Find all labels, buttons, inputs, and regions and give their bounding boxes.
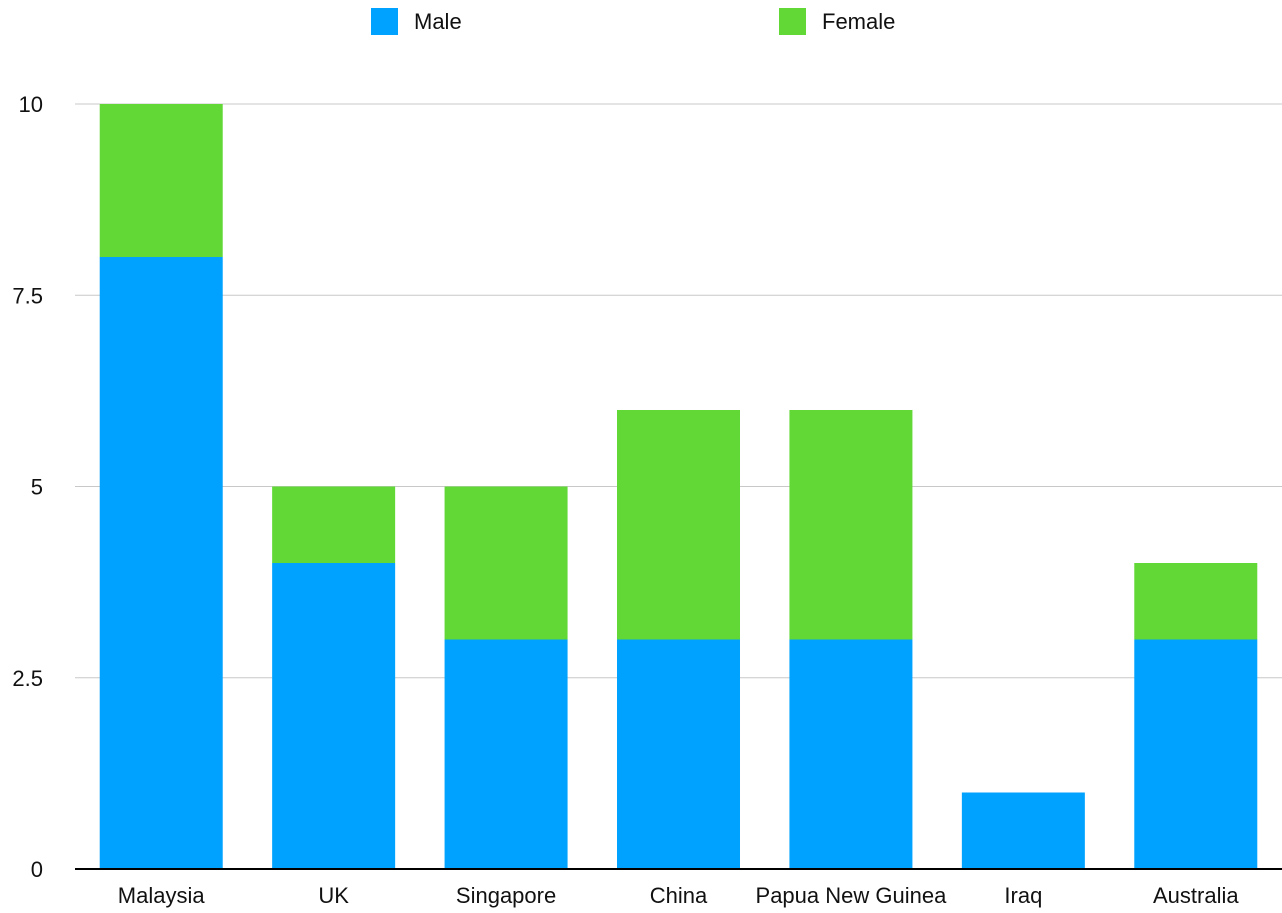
bar-male-malaysia xyxy=(99,257,223,869)
legend-swatch-male xyxy=(371,8,398,35)
legend-swatch-female xyxy=(779,8,806,35)
y-tick-label: 7.5 xyxy=(12,283,43,308)
x-tick-label: China xyxy=(650,883,708,908)
legend-label-female: Female xyxy=(822,8,896,34)
x-tick-label: Iraq xyxy=(1004,883,1042,908)
x-tick-label: Australia xyxy=(1153,883,1239,908)
chart-legend: Male Female xyxy=(0,8,1282,38)
x-tick-label: UK xyxy=(318,883,349,908)
bar-female-china xyxy=(617,410,740,640)
bar-female-australia xyxy=(1134,563,1258,640)
bar-male-papua-new-guinea xyxy=(789,639,913,869)
x-tick-label: Singapore xyxy=(456,883,556,908)
bar-female-papua-new-guinea xyxy=(789,410,913,640)
bar-male-china xyxy=(617,639,740,869)
bar-female-singapore xyxy=(444,486,568,640)
y-tick-label: 2.5 xyxy=(12,666,43,691)
bar-male-iraq xyxy=(961,792,1085,869)
legend-item-male: Male xyxy=(371,8,462,35)
x-tick-label: Malaysia xyxy=(118,883,206,908)
bar-male-australia xyxy=(1134,639,1258,869)
bar-male-uk xyxy=(272,563,396,869)
legend-item-female: Female xyxy=(779,8,895,35)
y-tick-label: 0 xyxy=(31,857,43,882)
x-tick-label: Papua New Guinea xyxy=(756,883,948,908)
y-tick-label: 5 xyxy=(31,475,43,500)
bar-female-uk xyxy=(272,486,396,563)
bar-female-malaysia xyxy=(99,104,223,257)
bar-male-singapore xyxy=(444,639,568,869)
legend-label-male: Male xyxy=(414,8,462,34)
y-tick-label: 10 xyxy=(19,92,43,117)
